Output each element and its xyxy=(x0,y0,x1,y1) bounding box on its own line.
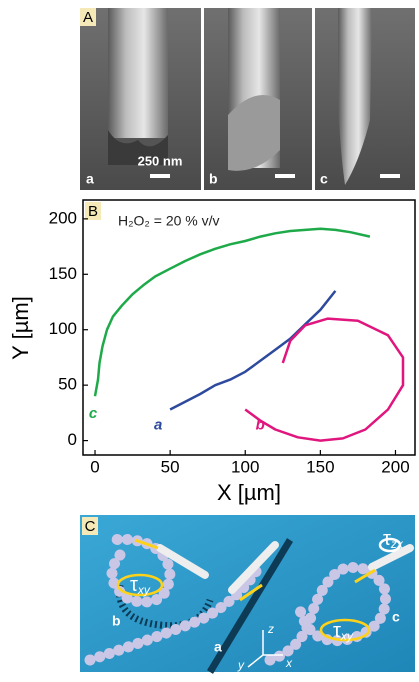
series-label: b xyxy=(256,417,265,434)
axis-label: x xyxy=(285,656,293,670)
torque-label: τxy xyxy=(130,574,151,597)
panel-a: A a 250 nm b c xyxy=(80,8,415,190)
path-label: c xyxy=(392,609,400,625)
torque-symbol: τ xyxy=(333,620,341,642)
panel-b: B H₂O₂ = 20 % v/v X [µm] Y [µm] 0 50 100 15… xyxy=(8,199,416,505)
trajectory xyxy=(93,227,371,397)
path-label: b xyxy=(112,613,121,629)
rotation-arrow xyxy=(319,618,371,642)
series-label: c xyxy=(89,405,98,422)
torque-label: τxy xyxy=(333,620,354,643)
y-axis-title: Y [µm] xyxy=(8,296,33,360)
nanowire xyxy=(368,544,414,571)
rotation-arrow xyxy=(116,573,164,597)
y-tick-label: 50 xyxy=(58,375,77,394)
image-label: c xyxy=(320,171,328,187)
scale-bar xyxy=(380,174,400,178)
nanowire-end xyxy=(108,130,168,165)
shadow xyxy=(207,538,293,674)
trajectory xyxy=(169,290,337,411)
x-tick-label: 50 xyxy=(161,457,180,476)
x-tick-label: 0 xyxy=(90,457,99,476)
torque-symbol: τ xyxy=(130,574,138,596)
scale-bar xyxy=(275,174,295,178)
panel-label-box xyxy=(82,517,98,535)
torque-sub: zx xyxy=(390,537,404,551)
series-label: a xyxy=(154,417,162,434)
panel-label: A xyxy=(83,9,93,26)
y-tick-label: 150 xyxy=(49,264,77,283)
image-label: a xyxy=(86,171,94,187)
torque-sub: xy xyxy=(137,583,151,597)
torque-label: τzx xyxy=(383,528,404,551)
plot-frame xyxy=(82,199,416,456)
nanowire xyxy=(108,8,168,138)
nanowire xyxy=(228,541,279,594)
torque-sub: xy xyxy=(340,629,354,643)
panel-c: C τxy τxy τzx a b c z y x xyxy=(80,515,415,674)
y-tick-label: 200 xyxy=(49,208,77,227)
panel-label: B xyxy=(88,203,98,220)
panel-label: C xyxy=(85,518,96,535)
x-axis-title: X [µm] xyxy=(217,480,281,505)
trajectory xyxy=(244,317,405,442)
nanowire-cut xyxy=(228,95,280,171)
panel-label-box xyxy=(80,8,96,26)
nanowire xyxy=(338,8,372,185)
x-tick-label: 200 xyxy=(381,457,409,476)
axes-glyph xyxy=(247,630,283,668)
annotation: H₂O₂ = 20 % v/v xyxy=(118,213,220,229)
scale-label: 250 nm xyxy=(138,153,183,168)
x-tick-label: 150 xyxy=(306,457,334,476)
scale-bar xyxy=(150,174,170,178)
path-label: a xyxy=(214,639,222,655)
rotation-arrow xyxy=(378,537,402,553)
image-label: b xyxy=(209,171,218,187)
nanowire xyxy=(156,544,209,579)
y-tick-label: 0 xyxy=(68,430,77,449)
y-tick-label: 100 xyxy=(49,319,77,338)
arrow xyxy=(134,538,376,602)
x-tick-label: 100 xyxy=(231,457,259,476)
axis-label: z xyxy=(267,622,274,636)
axis-label: y xyxy=(237,658,245,672)
panel-label-box xyxy=(85,202,101,220)
torque-symbol: τ xyxy=(383,528,391,550)
